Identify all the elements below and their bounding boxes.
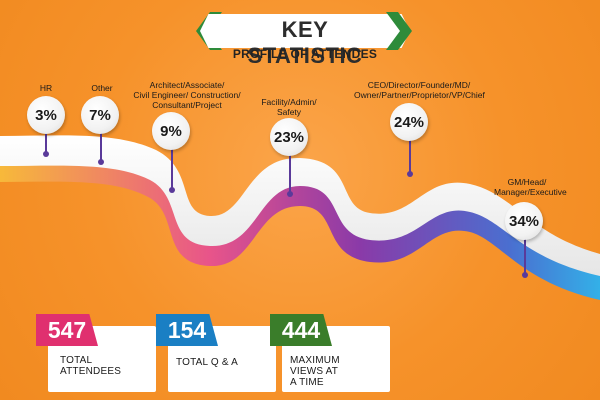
category-label-facility: Facility/Admin/ Safety [261,97,317,117]
stat-label-qa: TOTAL Q & A [176,357,239,368]
percentage-bubble-hr: 3% [27,96,65,134]
pin-line [171,140,173,190]
percentage-bubble-gm: 34% [505,202,543,240]
stat-label-attendees: TOTAL ATTENDEES [60,355,122,377]
pin-dot [43,151,49,157]
percentage-bubble-other: 7% [81,96,119,134]
percentage-bubble-facility: 23% [270,118,308,156]
title-badge [200,14,410,48]
pin-line [45,114,47,154]
percentage-bubble-ceo: 24% [390,103,428,141]
pin-dot [287,191,293,197]
stat-number-views: 444 [270,314,332,346]
category-label-other: Other [91,83,113,93]
pin-dot [169,187,175,193]
pin-dot [522,272,528,278]
stat-number-qa: 154 [156,314,218,346]
category-label-hr: HR [39,83,53,93]
page-subtitle: PROFILE OF ATTENDES [232,47,378,61]
pin-line [289,150,291,194]
percentage-bubble-architect: 9% [152,112,190,150]
pin-line [100,114,102,162]
category-label-architect: Architect/Associate/ Civil Engineer/ Con… [133,80,241,110]
pin-dot [407,171,413,177]
category-label-ceo: CEO/Director/Founder/MD/ Owner/Partner/P… [354,80,485,100]
pin-line [409,130,411,174]
stat-number-attendees: 547 [36,314,98,346]
chevron-right-icon [386,12,412,50]
pin-dot [98,159,104,165]
page-title: KEY STATISTIC [247,17,363,68]
pin-line [524,232,526,276]
category-label-gm: GM/Head/ Manager/Executive [494,177,567,197]
stat-label-views: MAXIMUM VIEWS AT A TIME [290,355,340,388]
